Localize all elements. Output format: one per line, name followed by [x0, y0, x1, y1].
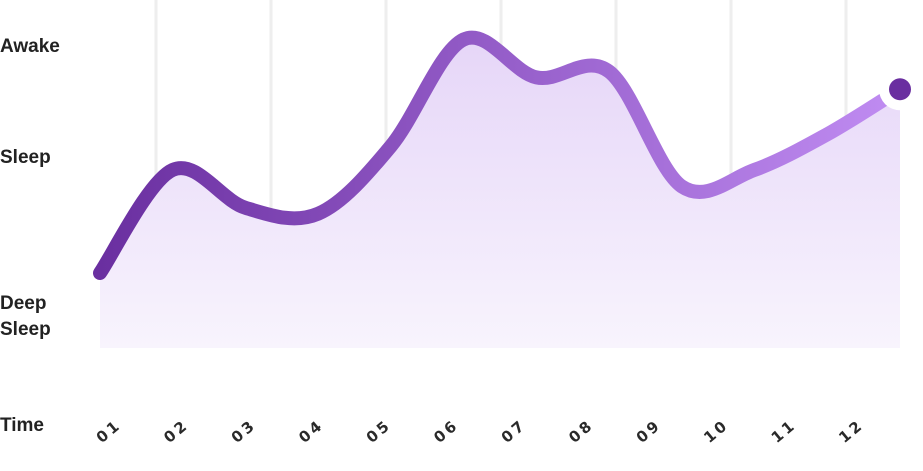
x-tick-label: 07 — [498, 416, 530, 447]
x-tick-label: 08 — [565, 416, 597, 447]
x-tick-label: 11 — [768, 416, 800, 447]
x-tick-label: 12 — [835, 416, 867, 447]
x-tick-label: 10 — [700, 416, 732, 447]
x-tick-label: 05 — [363, 416, 395, 447]
y-level-sleep: Sleep — [0, 147, 51, 168]
x-tick-label: 09 — [633, 416, 665, 447]
x-tick-label: 01 — [93, 416, 125, 447]
y-level-deep-sleep: Deep Sleep — [0, 293, 51, 340]
sleep-line — [93, 30, 907, 280]
x-axis-title: Time — [0, 415, 45, 436]
x-tick-label: 03 — [228, 416, 260, 447]
x-tick-label: 02 — [160, 416, 192, 447]
sleep-area — [100, 37, 900, 348]
y-level-awake: Awake — [0, 36, 60, 57]
x-tick-label: 06 — [430, 416, 462, 447]
end-marker — [889, 78, 911, 101]
x-tick-label: 04 — [295, 416, 327, 447]
